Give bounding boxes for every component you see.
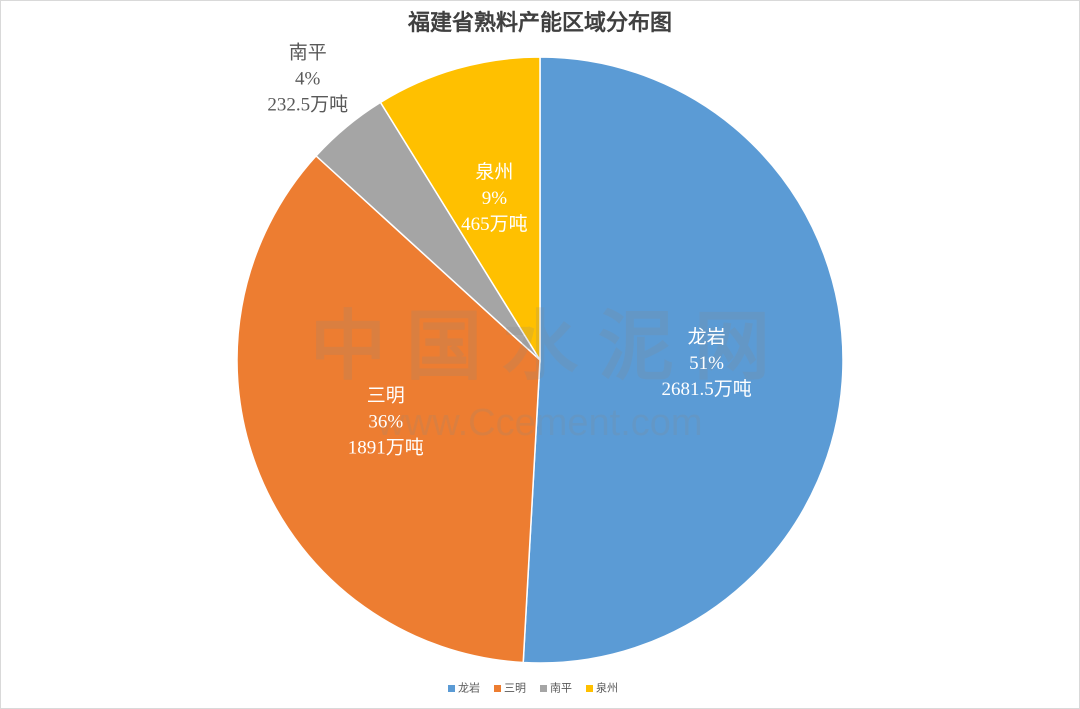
chart-title: 福建省熟料产能区域分布图 [407,10,672,35]
data-label: 232.5万吨 [267,94,348,116]
data-label: 南平 [289,42,327,64]
data-label: 9% [482,188,508,209]
data-label: 2681.5万吨 [661,378,751,400]
pie-slice [236,154,541,664]
pie-slice [379,56,541,363]
pie [236,56,844,664]
legend-label: 三明 [504,682,526,695]
legend-swatch [494,685,501,692]
legend-label: 龙岩 [458,681,480,695]
data-label: 4% [295,69,321,90]
legend-swatch [448,685,455,692]
data-label: 三明 [367,385,405,406]
legend-swatch [586,685,593,692]
legend-label: 南平 [550,682,572,695]
legend-swatch [540,685,547,692]
watermark-text: 中国水泥网 [310,305,790,389]
data-label: 泉州 [475,161,513,183]
data-label: 465万吨 [461,213,528,235]
data-label: 1891万吨 [348,436,424,458]
watermark-url: www.Ccement.com [376,402,702,444]
legend-label: 泉州 [596,681,618,695]
legend: 龙岩 三明 南平 泉州 [448,681,618,695]
pie-slice [522,56,844,664]
data-label: 龙岩 [688,326,726,348]
watermark: 中国水泥网 www.Ccement.com [310,305,790,444]
data-label: 51% [689,353,724,374]
data-label: 36% [368,411,403,432]
